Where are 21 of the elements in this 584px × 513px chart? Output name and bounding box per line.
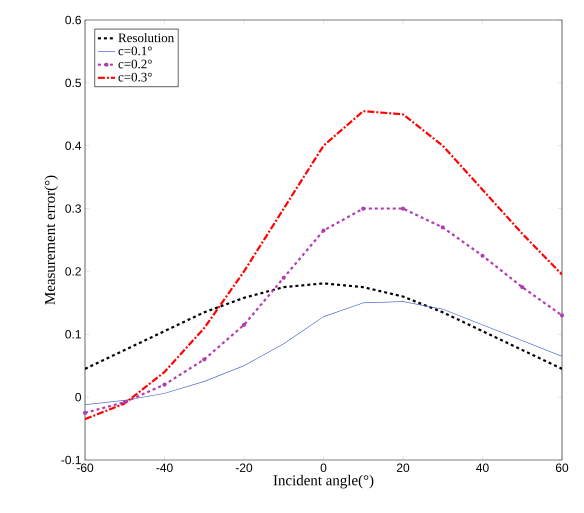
x-tick-label: -60 [76, 464, 94, 472]
x-axis-title: Incident angle(°) [274, 474, 374, 488]
y-tick-label: 0 [75, 392, 82, 402]
x-tick-label: -40 [156, 464, 173, 472]
y-tick-label: 0.3 [65, 204, 81, 213]
legend-label: Resolution [118, 33, 174, 42]
y-axis-title: Measurement error(°) [44, 176, 58, 305]
y-tick-label: -0.1 [61, 456, 81, 464]
x-tick-label: 20 [396, 464, 410, 472]
legend-label: c=0.2° [118, 60, 152, 68]
y-tick-label: 0.1 [65, 330, 81, 339]
x-tick-label: -20 [236, 464, 252, 472]
y-tick-label: 0.4 [65, 141, 82, 150]
x-tick-label: 60 [556, 464, 568, 472]
legend-label: c=0.1° [118, 46, 152, 56]
x-tick-label: 0 [320, 464, 326, 472]
legend-label: c=0.3° [118, 72, 152, 82]
y-tick-label: 0.5 [65, 78, 81, 88]
x-tick-label: 40 [476, 464, 489, 472]
y-tick-label: 0.6 [65, 16, 81, 24]
y-tick-label: 0.2 [65, 267, 81, 276]
